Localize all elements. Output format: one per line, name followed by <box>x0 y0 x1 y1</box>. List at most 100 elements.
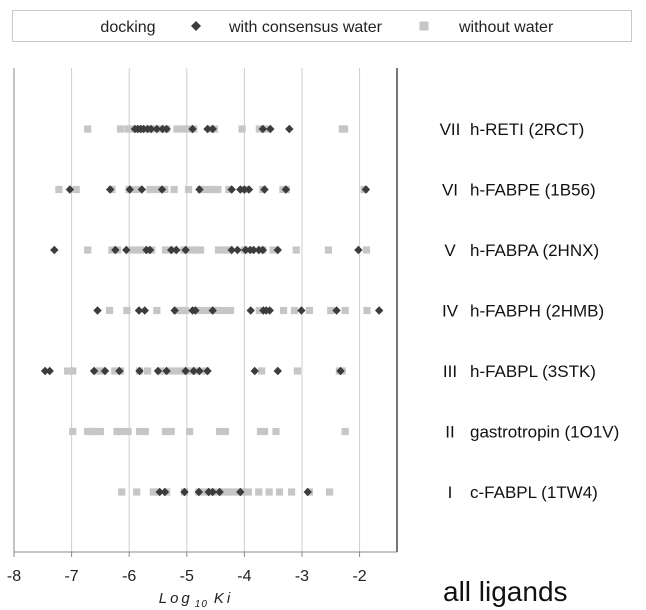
point-without-water <box>187 246 195 254</box>
point-without-water <box>153 306 161 315</box>
point-without-water <box>255 488 263 496</box>
point-with-consensus-water <box>45 366 54 376</box>
point-with-consensus-water <box>227 185 236 194</box>
row-numeral: II <box>445 423 454 442</box>
point-without-water <box>269 246 277 254</box>
point-without-water <box>153 185 161 194</box>
x-axis-label: Log 10 Ki <box>159 590 234 610</box>
point-with-consensus-water <box>140 306 149 315</box>
legend-square-marker <box>419 21 429 31</box>
tick-label: -8 <box>7 568 21 585</box>
legend-title: docking <box>100 19 155 36</box>
point-with-consensus-water <box>191 306 200 315</box>
point-without-water <box>133 185 141 194</box>
point-with-consensus-water <box>100 366 110 376</box>
point-without-water <box>214 246 223 254</box>
point-with-consensus-water <box>354 245 363 255</box>
point-with-consensus-water <box>125 185 134 194</box>
point-without-water <box>191 246 200 254</box>
point-with-consensus-water <box>285 124 294 134</box>
panel-annotation: all ligands <box>443 576 568 607</box>
point-without-water <box>229 488 237 496</box>
point-without-water <box>326 488 334 496</box>
x-axis-label-subscript: 10 <box>195 599 208 610</box>
point-without-water <box>221 427 229 436</box>
point-with-consensus-water <box>180 487 189 497</box>
point-without-water <box>141 427 149 436</box>
point-without-water <box>84 246 92 254</box>
row-label: h-FABPE (1B56) <box>470 181 596 200</box>
point-without-water <box>305 306 314 315</box>
point-with-consensus-water <box>153 366 163 376</box>
point-without-water <box>288 488 296 496</box>
point-with-consensus-water <box>170 306 179 315</box>
tick-label: -3 <box>295 568 309 585</box>
tick-label: -7 <box>64 568 78 585</box>
point-without-water <box>84 427 92 436</box>
row-numeral: III <box>443 362 457 381</box>
row-label: h-FABPL (3STK) <box>470 362 596 381</box>
point-without-water <box>127 246 135 254</box>
point-without-water <box>292 246 300 254</box>
point-with-consensus-water <box>258 245 268 255</box>
point-with-consensus-water <box>250 366 259 376</box>
point-without-water <box>256 427 265 436</box>
point-without-water <box>69 427 77 436</box>
point-with-consensus-water <box>266 124 275 134</box>
point-without-water <box>88 427 96 436</box>
point-with-consensus-water <box>374 306 384 315</box>
point-without-water <box>206 185 214 194</box>
data-points <box>40 124 384 497</box>
x-ticks: -8 -7 -6 -5 -4 -3 -2 <box>7 552 367 585</box>
row-label: gastrotropin (1O1V) <box>470 423 619 442</box>
point-without-water <box>96 427 104 436</box>
point-without-water <box>72 185 80 194</box>
point-without-water <box>199 306 207 315</box>
point-without-water <box>146 185 154 194</box>
point-without-water <box>118 488 126 496</box>
point-without-water <box>226 306 235 315</box>
point-with-consensus-water <box>188 124 197 134</box>
point-without-water <box>216 427 224 436</box>
point-with-consensus-water <box>195 366 204 376</box>
legend-label-with-consensus-water: with consensus water <box>228 19 383 36</box>
point-with-consensus-water <box>93 306 102 315</box>
point-without-water <box>133 488 141 496</box>
point-without-water <box>182 306 190 315</box>
point-without-water <box>175 367 183 375</box>
point-without-water <box>168 367 176 375</box>
point-without-water <box>134 246 142 254</box>
point-without-water <box>184 185 193 194</box>
point-without-water <box>135 427 144 436</box>
point-without-water <box>279 306 288 315</box>
point-with-consensus-water <box>145 245 155 255</box>
point-with-consensus-water <box>249 245 258 255</box>
point-without-water <box>220 306 228 315</box>
point-with-consensus-water <box>135 366 144 376</box>
point-without-water <box>179 125 187 133</box>
point-without-water <box>221 246 229 254</box>
point-with-consensus-water <box>181 366 190 376</box>
x-axis-label-base: Log <box>159 590 193 607</box>
row-label: h-RETI (2RCT) <box>470 120 584 139</box>
point-with-consensus-water <box>208 124 217 134</box>
point-with-consensus-water <box>146 124 156 134</box>
point-without-water <box>293 367 301 375</box>
point-with-consensus-water <box>241 245 250 255</box>
point-with-consensus-water <box>194 487 204 497</box>
legend-box <box>12 10 632 42</box>
point-without-water <box>201 185 209 194</box>
point-with-consensus-water <box>115 366 124 376</box>
point-with-consensus-water <box>189 366 198 376</box>
point-with-consensus-water <box>160 487 170 497</box>
row-numeral: V <box>444 241 456 260</box>
row-label: c-FABPL (1TW4) <box>470 483 598 502</box>
point-without-water <box>238 125 246 133</box>
point-with-consensus-water <box>332 306 341 315</box>
point-with-consensus-water <box>208 487 217 497</box>
point-with-consensus-water <box>260 185 269 194</box>
point-without-water <box>116 125 125 133</box>
point-without-water <box>224 488 232 496</box>
row-labels: VII h-RETI (2RCT) VI h-FABPE (1B56) V h-… <box>440 120 620 502</box>
point-with-consensus-water <box>89 366 99 376</box>
